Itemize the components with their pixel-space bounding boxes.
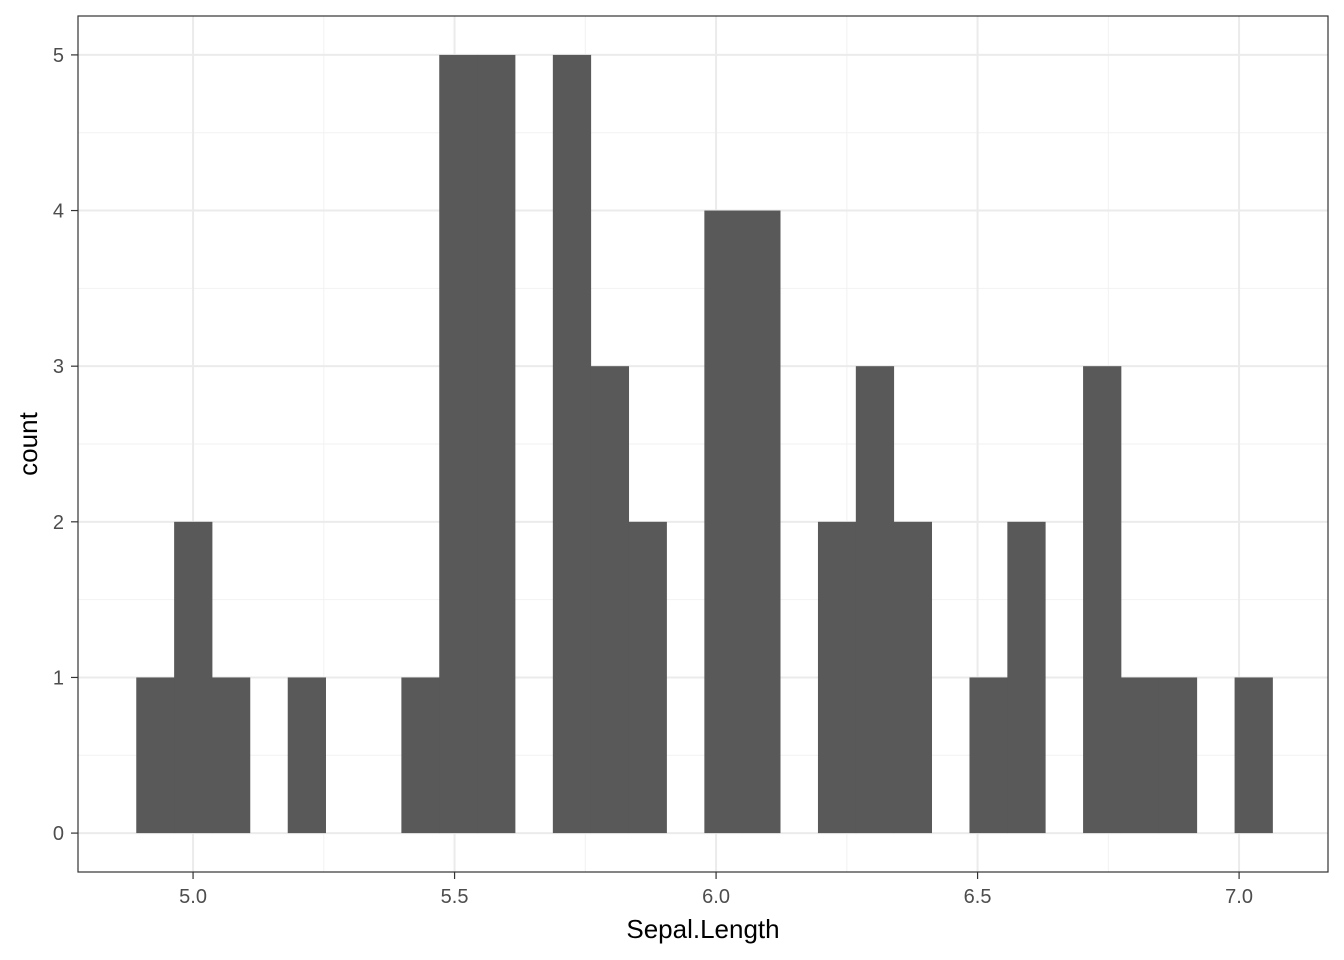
- axes: 5.0 5.5 6.0 6.5 7.0 0 1 2 3 4 5: [53, 45, 1253, 908]
- histogram-bar: [1007, 521, 1046, 834]
- y-tick-label: 1: [53, 667, 64, 689]
- histogram-bar: [742, 210, 781, 834]
- y-axis-title: count: [13, 411, 43, 475]
- histogram-bar: [817, 521, 857, 834]
- y-tick-label: 2: [53, 512, 64, 534]
- histogram-bar: [628, 521, 667, 834]
- histogram-bar: [552, 54, 592, 834]
- histogram-bar: [855, 366, 895, 834]
- y-tick-label: 3: [53, 356, 64, 378]
- y-tick-label: 5: [53, 45, 64, 67]
- histogram-bar: [1158, 677, 1198, 834]
- x-tick-label: 7.0: [1225, 886, 1253, 908]
- histogram-bar: [439, 54, 478, 834]
- histogram-bar: [211, 677, 251, 834]
- histogram-bar: [969, 677, 1008, 834]
- histogram-bar: [174, 521, 213, 834]
- histogram-bar: [401, 677, 440, 834]
- x-tick-label: 6.5: [964, 886, 992, 908]
- histogram-bar: [1234, 677, 1273, 834]
- histogram-bar: [590, 366, 630, 834]
- panel-border: [77, 15, 1329, 873]
- histogram-bars: [136, 54, 1273, 834]
- histogram-bar: [287, 677, 326, 834]
- histogram-bar: [704, 210, 743, 834]
- y-tick-label: 4: [53, 201, 64, 223]
- x-tick-label: 6.0: [702, 886, 730, 908]
- x-tick-label: 5.5: [441, 886, 469, 908]
- histogram-bar: [1120, 677, 1160, 834]
- histogram-bar: [477, 54, 516, 834]
- x-tick-label: 5.0: [179, 886, 207, 908]
- histogram-bar: [136, 677, 175, 834]
- x-axis-title: Sepal.Length: [626, 914, 779, 944]
- histogram-bar: [893, 521, 933, 834]
- y-tick-label: 0: [53, 823, 64, 845]
- histogram-bar: [1083, 366, 1122, 834]
